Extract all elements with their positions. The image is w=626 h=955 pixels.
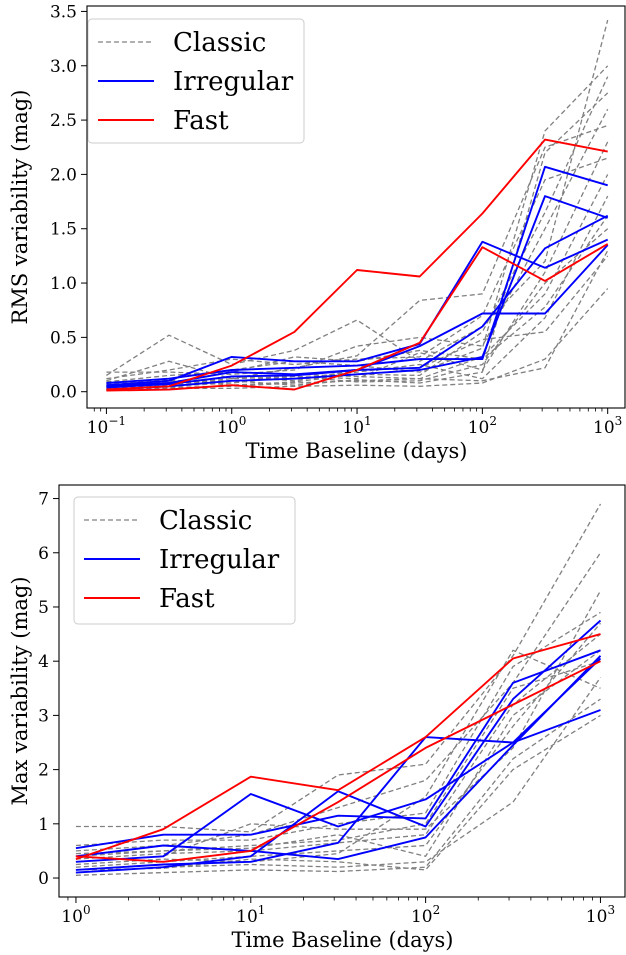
legend-label-classic: Classic	[159, 506, 252, 536]
series-line-irregular-19	[106, 195, 609, 391]
x-tick-label: 103	[586, 903, 615, 927]
series-line-classic-7	[75, 611, 601, 847]
series-line-fast-22	[106, 243, 609, 392]
x-tick-label: 101	[342, 414, 371, 438]
chart-panel-1: 10−1 100 101 102 103 0.0 0.5 1.0 1.5 2.0 2.5 3.0 3.5…	[8, 2, 626, 463]
y-tick-label: 3.0	[50, 57, 77, 77]
plot-frame	[86, 5, 626, 409]
y-tick-label: 6	[38, 544, 49, 564]
series-line-classic-9	[75, 649, 601, 866]
series-line-classic-6	[75, 698, 601, 876]
y-tick-label: 2.5	[50, 111, 77, 131]
x-tick-label: 102	[411, 903, 440, 927]
x-axis-label: Time Baseline (days)	[246, 439, 468, 463]
legend-label-fast: Fast	[159, 584, 215, 614]
series-line-classic-3	[75, 590, 602, 863]
series-line-irregular-17	[75, 655, 602, 861]
y-tick-label: 0.5	[50, 328, 77, 348]
series-line-irregular-13	[75, 649, 601, 850]
series-line-classic-5	[106, 174, 609, 391]
y-tick-label: 1.5	[50, 220, 77, 240]
series-line-classic-1	[106, 19, 609, 376]
x-tick-label: 10−1	[87, 414, 126, 438]
y-tick-label: 7	[38, 490, 49, 510]
series-line-fast-21	[106, 138, 608, 391]
y-tick-label: 0	[38, 869, 49, 889]
x-tick-label: 100	[217, 414, 246, 438]
x-tick-label: 103	[593, 414, 622, 438]
y-tick-label: 0.0	[50, 383, 77, 403]
y-tick-label: 2.0	[50, 165, 77, 185]
y-tick-label: 3	[38, 706, 49, 726]
y-tick-label: 5	[38, 598, 49, 618]
series-line-classic-2	[106, 124, 608, 382]
x-tick-label: 100	[61, 903, 90, 927]
y-tick-label: 4	[38, 652, 49, 672]
series-line-classic-14	[106, 215, 609, 383]
x-tick-label: 102	[468, 414, 497, 438]
series-line-classic-11	[75, 633, 601, 860]
series-line-irregular-16	[75, 619, 602, 874]
x-axis-label: Time Baseline (days)	[232, 928, 454, 952]
y-tick-label: 2	[38, 761, 49, 781]
legend-box	[73, 496, 296, 625]
series-line-classic-3	[106, 108, 609, 375]
y-axis-label: Max variability (mag)	[8, 576, 32, 805]
plot-frame	[58, 484, 626, 898]
legend: Classic Irregular Fast	[87, 18, 305, 144]
series-line-fast-19	[75, 660, 601, 863]
chart-panel-2: 100 101 102 103 0 1 2 3 4 5 6 7 Time Baseline (days)…	[8, 484, 626, 952]
y-tick-label: 1.0	[50, 274, 77, 294]
y-axis-label: RMS variability (mag)	[8, 90, 32, 325]
series-line-classic-12	[75, 660, 601, 855]
series-line-classic-11	[106, 157, 608, 380]
legend-label-fast: Fast	[173, 106, 229, 136]
x-tick-label: 101	[236, 903, 265, 927]
legend: Classic Irregular Fast	[73, 496, 296, 625]
series-line-fast-18	[75, 633, 601, 860]
legend-label-classic: Classic	[173, 28, 266, 58]
y-tick-label: 1	[38, 815, 49, 835]
legend-box	[87, 18, 305, 144]
series-line-classic-4	[75, 622, 601, 868]
series-line-irregular-18	[106, 165, 608, 384]
series-line-classic-1	[75, 503, 602, 833]
series-line-irregular-15	[75, 657, 602, 871]
legend-label-irregular: Irregular	[159, 545, 280, 575]
series-line-irregular-16	[106, 238, 609, 387]
legend-label-irregular: Irregular	[173, 67, 294, 97]
y-tick-label: 3.5	[50, 2, 77, 22]
series-line-classic-10	[75, 714, 601, 871]
